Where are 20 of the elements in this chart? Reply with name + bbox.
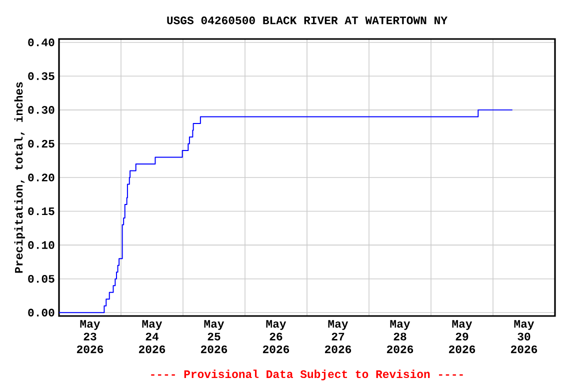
chart-title: USGS 04260500 BLACK RIVER AT WATERTOWN NY <box>167 16 448 24</box>
x-tick-label: May 27 2026 <box>324 320 352 354</box>
y-tick-label: 0.25 <box>28 140 54 148</box>
x-tick-label: May 25 2026 <box>200 320 228 354</box>
y-tick-label: 0.35 <box>28 72 54 80</box>
y-tick-label: 0.30 <box>28 106 54 114</box>
x-tick-label: May 29 2026 <box>448 320 476 354</box>
x-tick-label: May 23 2026 <box>76 320 104 354</box>
y-tick-label: 0.00 <box>28 308 54 316</box>
y-tick-label: 0.10 <box>28 241 54 249</box>
y-tick-label: 0.40 <box>28 38 54 46</box>
x-tick-label: May 24 2026 <box>138 320 166 354</box>
x-tick-label: May 30 2026 <box>510 320 538 354</box>
y-tick-label: 0.20 <box>28 174 54 182</box>
x-tick-label: May 26 2026 <box>262 320 290 354</box>
y-axis-title: Precipitation, total, inches <box>14 82 25 273</box>
x-tick-label: May 28 2026 <box>386 320 414 354</box>
text: ---- Provisional Data Subject to Revision ---- <box>151 370 463 380</box>
y-tick-label: 0.05 <box>28 274 54 283</box>
y-tick-label: 0.15 <box>28 207 54 216</box>
